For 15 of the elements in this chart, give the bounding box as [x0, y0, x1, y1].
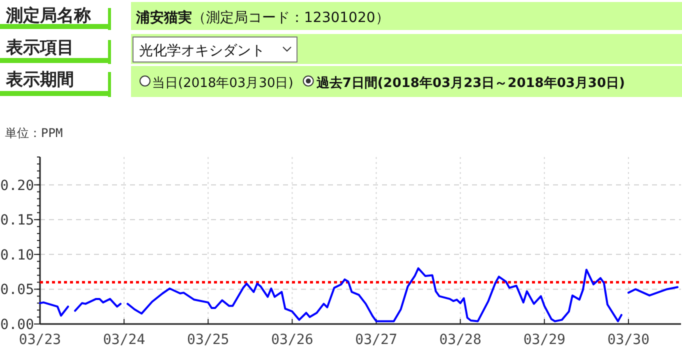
x-tick-label: 03/30 — [607, 332, 650, 348]
x-tick-label: 03/28 — [439, 332, 482, 348]
x-tick-label: 03/26 — [271, 332, 314, 348]
x-tick-label: 03/27 — [355, 332, 398, 348]
x-tick-label: 03/23 — [18, 332, 62, 348]
y-tick-label: 0.20 — [0, 178, 34, 194]
y-tick-label: 0.05 — [0, 282, 34, 298]
y-axis-title: 単位：PPM — [5, 126, 63, 140]
y-tick-label: 0.10 — [0, 247, 34, 264]
y-tick-label: 0.15 — [0, 212, 34, 229]
x-tick-label: 03/24 — [102, 332, 146, 348]
x-tick-label: 03/25 — [187, 332, 230, 348]
y-tick-label: 0.00 — [0, 317, 34, 333]
x-tick-label: 03/29 — [523, 332, 566, 348]
header: 測定局名称 表示項目 表示期間 浦安猫実（測定局コード：12301020） 光化学オキシダント 当日(2018年03月30日) 過去7日間(2018年03月23日～2018年03月30日) — [0, 2, 682, 97]
